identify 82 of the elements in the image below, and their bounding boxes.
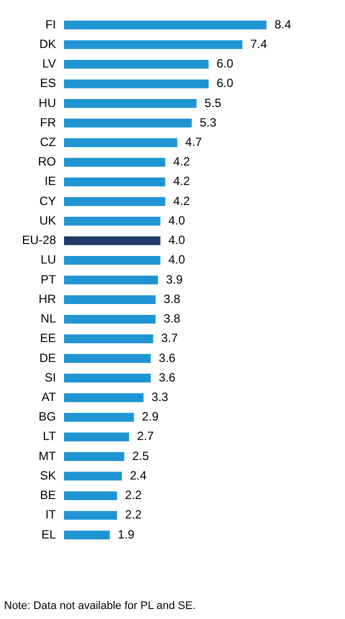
data-label: 3.7 [161, 331, 178, 346]
data-label: 4.7 [185, 135, 202, 150]
data-label: 8.4 [274, 17, 292, 32]
y-tick-label: LT [42, 429, 57, 444]
y-tick-label: PT [40, 272, 57, 286]
bar [64, 256, 160, 265]
y-tick-label: LU [40, 252, 56, 267]
y-tick-label: EE [40, 331, 56, 346]
y-tick-label: SK [40, 468, 56, 482]
bar [64, 158, 166, 167]
data-label: 3.6 [158, 350, 176, 365]
y-tick-label: IE [44, 174, 56, 188]
data-label: 2.2 [125, 508, 142, 522]
bar [64, 314, 156, 324]
data-label: 4.2 [173, 174, 190, 188]
bar [64, 178, 166, 186]
y-tick-label: SI [44, 370, 56, 384]
bar [64, 236, 160, 246]
bar [64, 79, 209, 88]
data-label: 2.9 [142, 410, 159, 424]
y-tick-label: NL [40, 312, 56, 326]
y-tick-label: UK [39, 213, 56, 228]
y-tick-label: DE [39, 350, 56, 365]
bar [64, 491, 118, 500]
y-tick-label: RO [38, 154, 56, 169]
bar [64, 412, 134, 422]
bar [64, 432, 130, 442]
data-label: 4.2 [173, 154, 190, 169]
data-label: 5.3 [200, 115, 217, 130]
bar [64, 197, 166, 206]
y-tick-label: EU-28 [22, 233, 56, 248]
bar [64, 20, 266, 30]
bar [64, 472, 122, 481]
data-label: 6.0 [216, 56, 234, 71]
data-label: 5.5 [204, 96, 222, 110]
text: Note: Data not available for PL and SE. [4, 600, 196, 612]
data-label: 1.9 [118, 527, 135, 542]
data-label: 2.7 [137, 429, 154, 444]
y-tick-label: HU [38, 96, 56, 110]
y-tick-label: AT [42, 390, 57, 404]
bar [64, 510, 118, 520]
bar [64, 452, 124, 461]
bar [64, 216, 160, 226]
y-tick-label: BG [38, 410, 56, 424]
data-label: 3.6 [158, 370, 176, 384]
data-label: 3.9 [166, 272, 184, 286]
y-tick-label: CZ [40, 135, 56, 150]
y-tick-label: LV [42, 56, 56, 71]
bar [64, 118, 192, 128]
y-tick-label: FR [40, 115, 56, 130]
data-label: 3.8 [164, 292, 181, 306]
y-tick-label: BE [40, 488, 56, 502]
y-tick-label: IT [45, 508, 57, 522]
data-label: 3.3 [152, 390, 169, 404]
data-label: 2.4 [130, 468, 147, 482]
data-label: 2.2 [125, 488, 142, 502]
bar [64, 40, 242, 50]
y-tick-label: CY [39, 194, 56, 208]
data-label: 4.0 [168, 233, 186, 248]
data-label: 6.0 [216, 76, 234, 90]
bar [64, 60, 209, 69]
bar [64, 354, 151, 363]
y-tick-label: ES [40, 76, 56, 90]
bar [64, 295, 156, 304]
y-tick-label: HR [38, 292, 56, 306]
bar [64, 334, 154, 344]
data-label: 7.4 [250, 36, 268, 51]
y-tick-label: DK [39, 36, 56, 51]
data-label: 4.0 [168, 252, 186, 267]
bar [64, 99, 197, 108]
data-label: 3.8 [164, 312, 181, 326]
bar [64, 374, 151, 382]
y-tick-label: FI [45, 17, 56, 32]
y-tick-label: MT [38, 448, 57, 463]
y-tick-label: EL [41, 527, 56, 542]
bar [64, 276, 158, 284]
data-label: 2.5 [132, 448, 150, 463]
bar [64, 393, 144, 402]
bar [64, 530, 110, 540]
data-label: 4.0 [168, 213, 186, 228]
data-label: 4.2 [173, 194, 190, 208]
bar [64, 138, 178, 148]
